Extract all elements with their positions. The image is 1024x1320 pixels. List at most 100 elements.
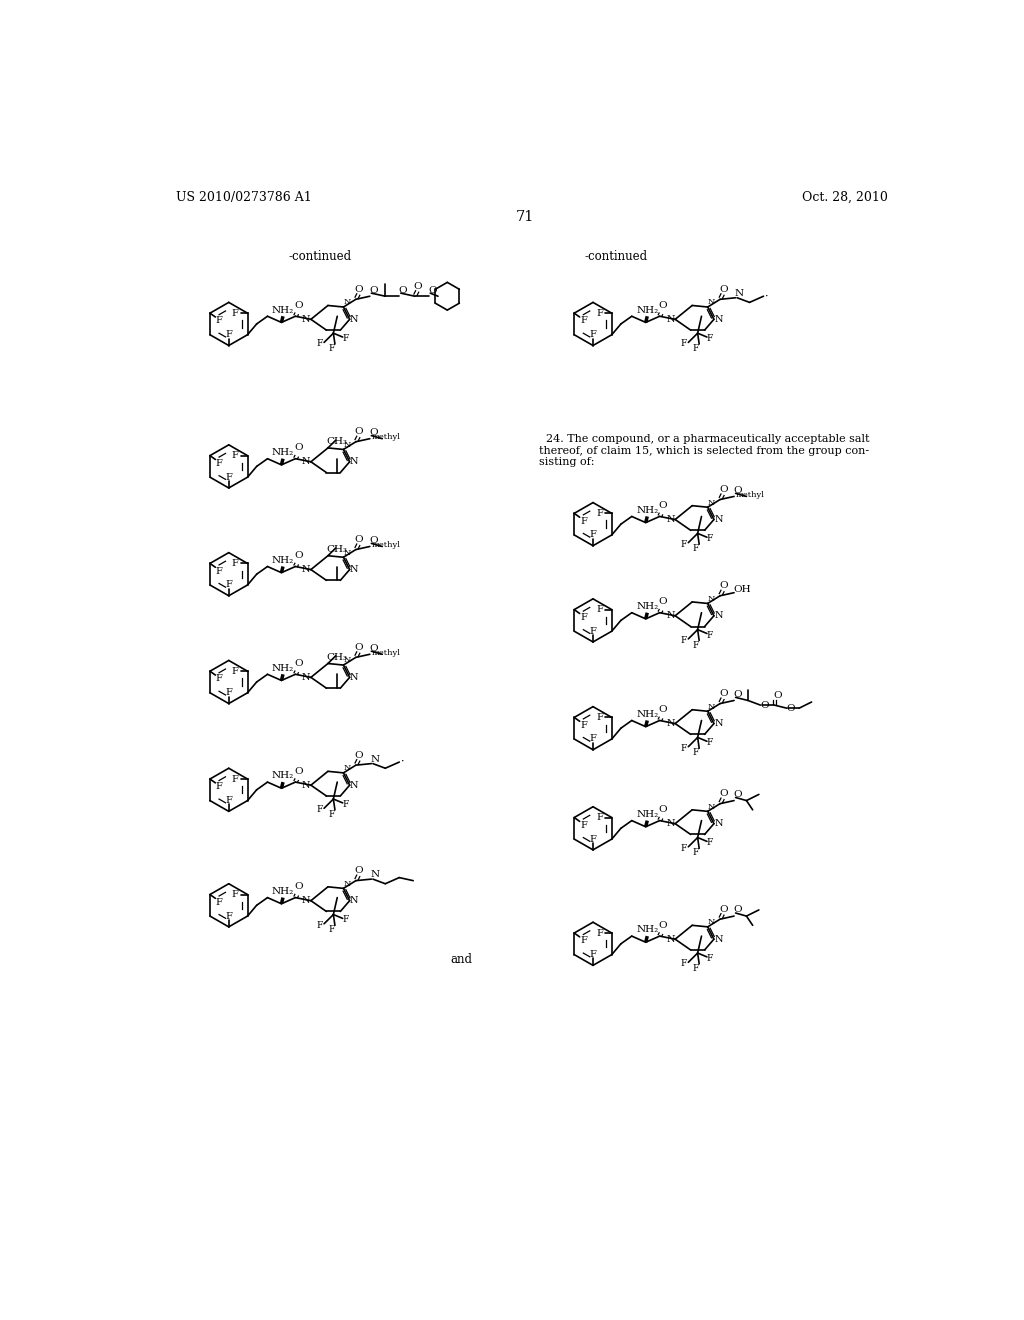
Text: F: F: [580, 721, 587, 730]
Text: N: N: [708, 499, 715, 507]
Text: O: O: [428, 285, 437, 294]
Text: N: N: [667, 820, 675, 828]
Text: N: N: [667, 611, 675, 620]
Text: F: F: [225, 912, 232, 920]
Text: O: O: [294, 659, 303, 668]
Text: NH₂: NH₂: [636, 710, 658, 719]
Text: N: N: [302, 315, 310, 323]
Text: N: N: [350, 457, 358, 466]
Text: N: N: [708, 919, 715, 927]
Text: N: N: [715, 935, 723, 944]
Text: F: F: [225, 473, 232, 482]
Text: O: O: [658, 805, 667, 814]
Text: N: N: [344, 656, 351, 664]
Text: O: O: [354, 535, 364, 544]
Text: O: O: [294, 444, 303, 453]
Text: F: F: [693, 748, 699, 758]
Text: O: O: [398, 285, 408, 294]
Text: F: F: [329, 925, 335, 935]
Text: F: F: [343, 800, 349, 809]
Text: O: O: [719, 285, 727, 294]
Text: F: F: [707, 334, 713, 343]
Text: F: F: [590, 950, 596, 960]
Text: N: N: [350, 896, 358, 906]
Text: NH₂: NH₂: [636, 306, 658, 314]
Text: methyl: methyl: [372, 648, 400, 657]
Text: F: F: [329, 345, 335, 352]
Text: F: F: [316, 805, 323, 814]
Text: and: and: [451, 953, 472, 966]
Text: O: O: [354, 285, 364, 294]
Text: O: O: [719, 689, 727, 698]
Text: NH₂: NH₂: [272, 771, 294, 780]
Text: N: N: [302, 457, 310, 466]
Text: CH₃: CH₃: [327, 653, 348, 661]
Text: F: F: [707, 838, 713, 847]
Text: O: O: [354, 866, 364, 875]
Text: O: O: [370, 428, 378, 437]
Text: F: F: [231, 558, 239, 568]
Text: O: O: [658, 598, 667, 606]
Text: F: F: [231, 775, 239, 784]
Text: 24. The compound, or a pharmaceutically acceptable salt: 24. The compound, or a pharmaceutically …: [539, 434, 869, 444]
Text: N: N: [302, 565, 310, 574]
Text: F: F: [590, 330, 596, 339]
Text: N: N: [344, 879, 351, 888]
Text: O: O: [370, 644, 378, 652]
Text: F: F: [216, 317, 222, 325]
Text: O: O: [294, 882, 303, 891]
Text: O: O: [733, 486, 742, 495]
Text: thereof, of claim 15, which is selected from the group con-: thereof, of claim 15, which is selected …: [539, 446, 869, 455]
Text: F: F: [707, 954, 713, 962]
Text: -continued: -continued: [289, 251, 352, 264]
Text: O: O: [658, 921, 667, 929]
Text: O: O: [733, 789, 742, 799]
Text: N: N: [344, 764, 351, 772]
Text: F: F: [693, 849, 699, 858]
Text: F: F: [596, 813, 603, 822]
Text: O: O: [294, 301, 303, 310]
Text: N: N: [715, 515, 723, 524]
Text: O: O: [773, 690, 781, 700]
Text: F: F: [225, 581, 232, 590]
Text: N: N: [735, 289, 744, 297]
Text: -continued: -continued: [585, 251, 648, 264]
Text: O: O: [719, 904, 727, 913]
Text: N: N: [350, 673, 358, 682]
Text: methyl: methyl: [736, 491, 765, 499]
Text: F: F: [693, 544, 699, 553]
Text: NH₂: NH₂: [272, 887, 294, 896]
Text: F: F: [693, 964, 699, 973]
Text: NH₂: NH₂: [272, 664, 294, 673]
Text: F: F: [693, 345, 699, 352]
Text: F: F: [580, 821, 587, 830]
Text: F: F: [225, 796, 232, 805]
Text: F: F: [316, 339, 323, 348]
Text: NH₂: NH₂: [636, 925, 658, 935]
Text: F: F: [231, 890, 239, 899]
Text: N: N: [667, 719, 675, 729]
Text: F: F: [681, 843, 687, 853]
Text: N: N: [350, 565, 358, 574]
Text: F: F: [596, 713, 603, 722]
Text: OH: OH: [733, 585, 751, 594]
Text: NH₂: NH₂: [272, 556, 294, 565]
Text: O: O: [370, 536, 378, 545]
Text: F: F: [216, 459, 222, 467]
Text: O: O: [414, 281, 422, 290]
Text: F: F: [681, 743, 687, 752]
Text: ·: ·: [400, 758, 404, 767]
Text: O: O: [354, 428, 364, 436]
Text: F: F: [681, 636, 687, 645]
Text: N: N: [708, 803, 715, 810]
Text: N: N: [302, 673, 310, 682]
Text: methyl: methyl: [372, 541, 400, 549]
Text: N: N: [715, 315, 723, 323]
Text: N: N: [715, 820, 723, 828]
Text: O: O: [733, 906, 742, 915]
Text: NH₂: NH₂: [272, 306, 294, 314]
Text: N: N: [350, 780, 358, 789]
Text: N: N: [667, 935, 675, 944]
Text: N: N: [371, 755, 380, 763]
Text: CH₃: CH₃: [327, 437, 348, 446]
